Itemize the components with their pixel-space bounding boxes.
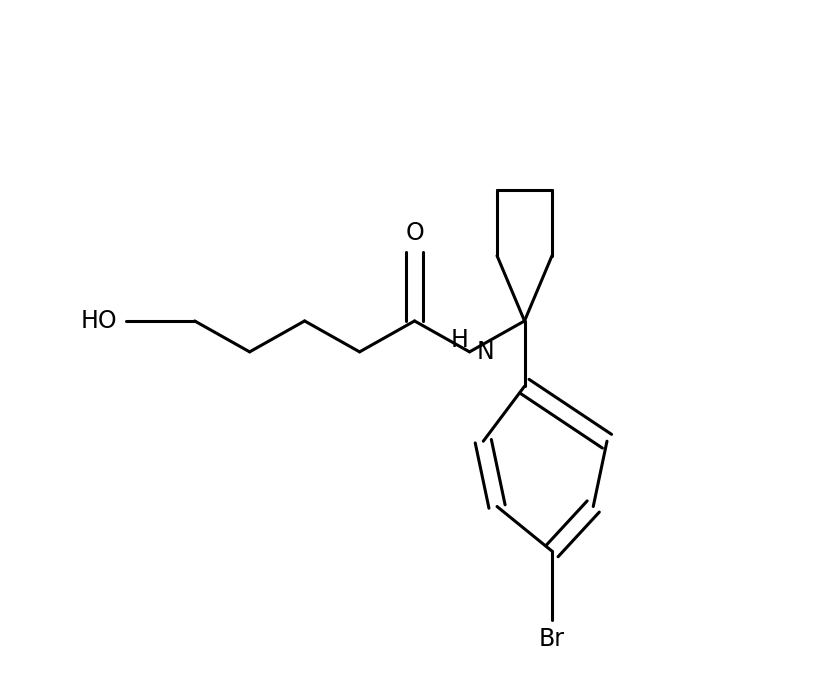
Text: N: N: [477, 340, 494, 364]
Text: O: O: [405, 221, 424, 246]
Text: H: H: [451, 328, 469, 351]
Text: HO: HO: [81, 309, 118, 333]
Text: Br: Br: [539, 627, 565, 651]
